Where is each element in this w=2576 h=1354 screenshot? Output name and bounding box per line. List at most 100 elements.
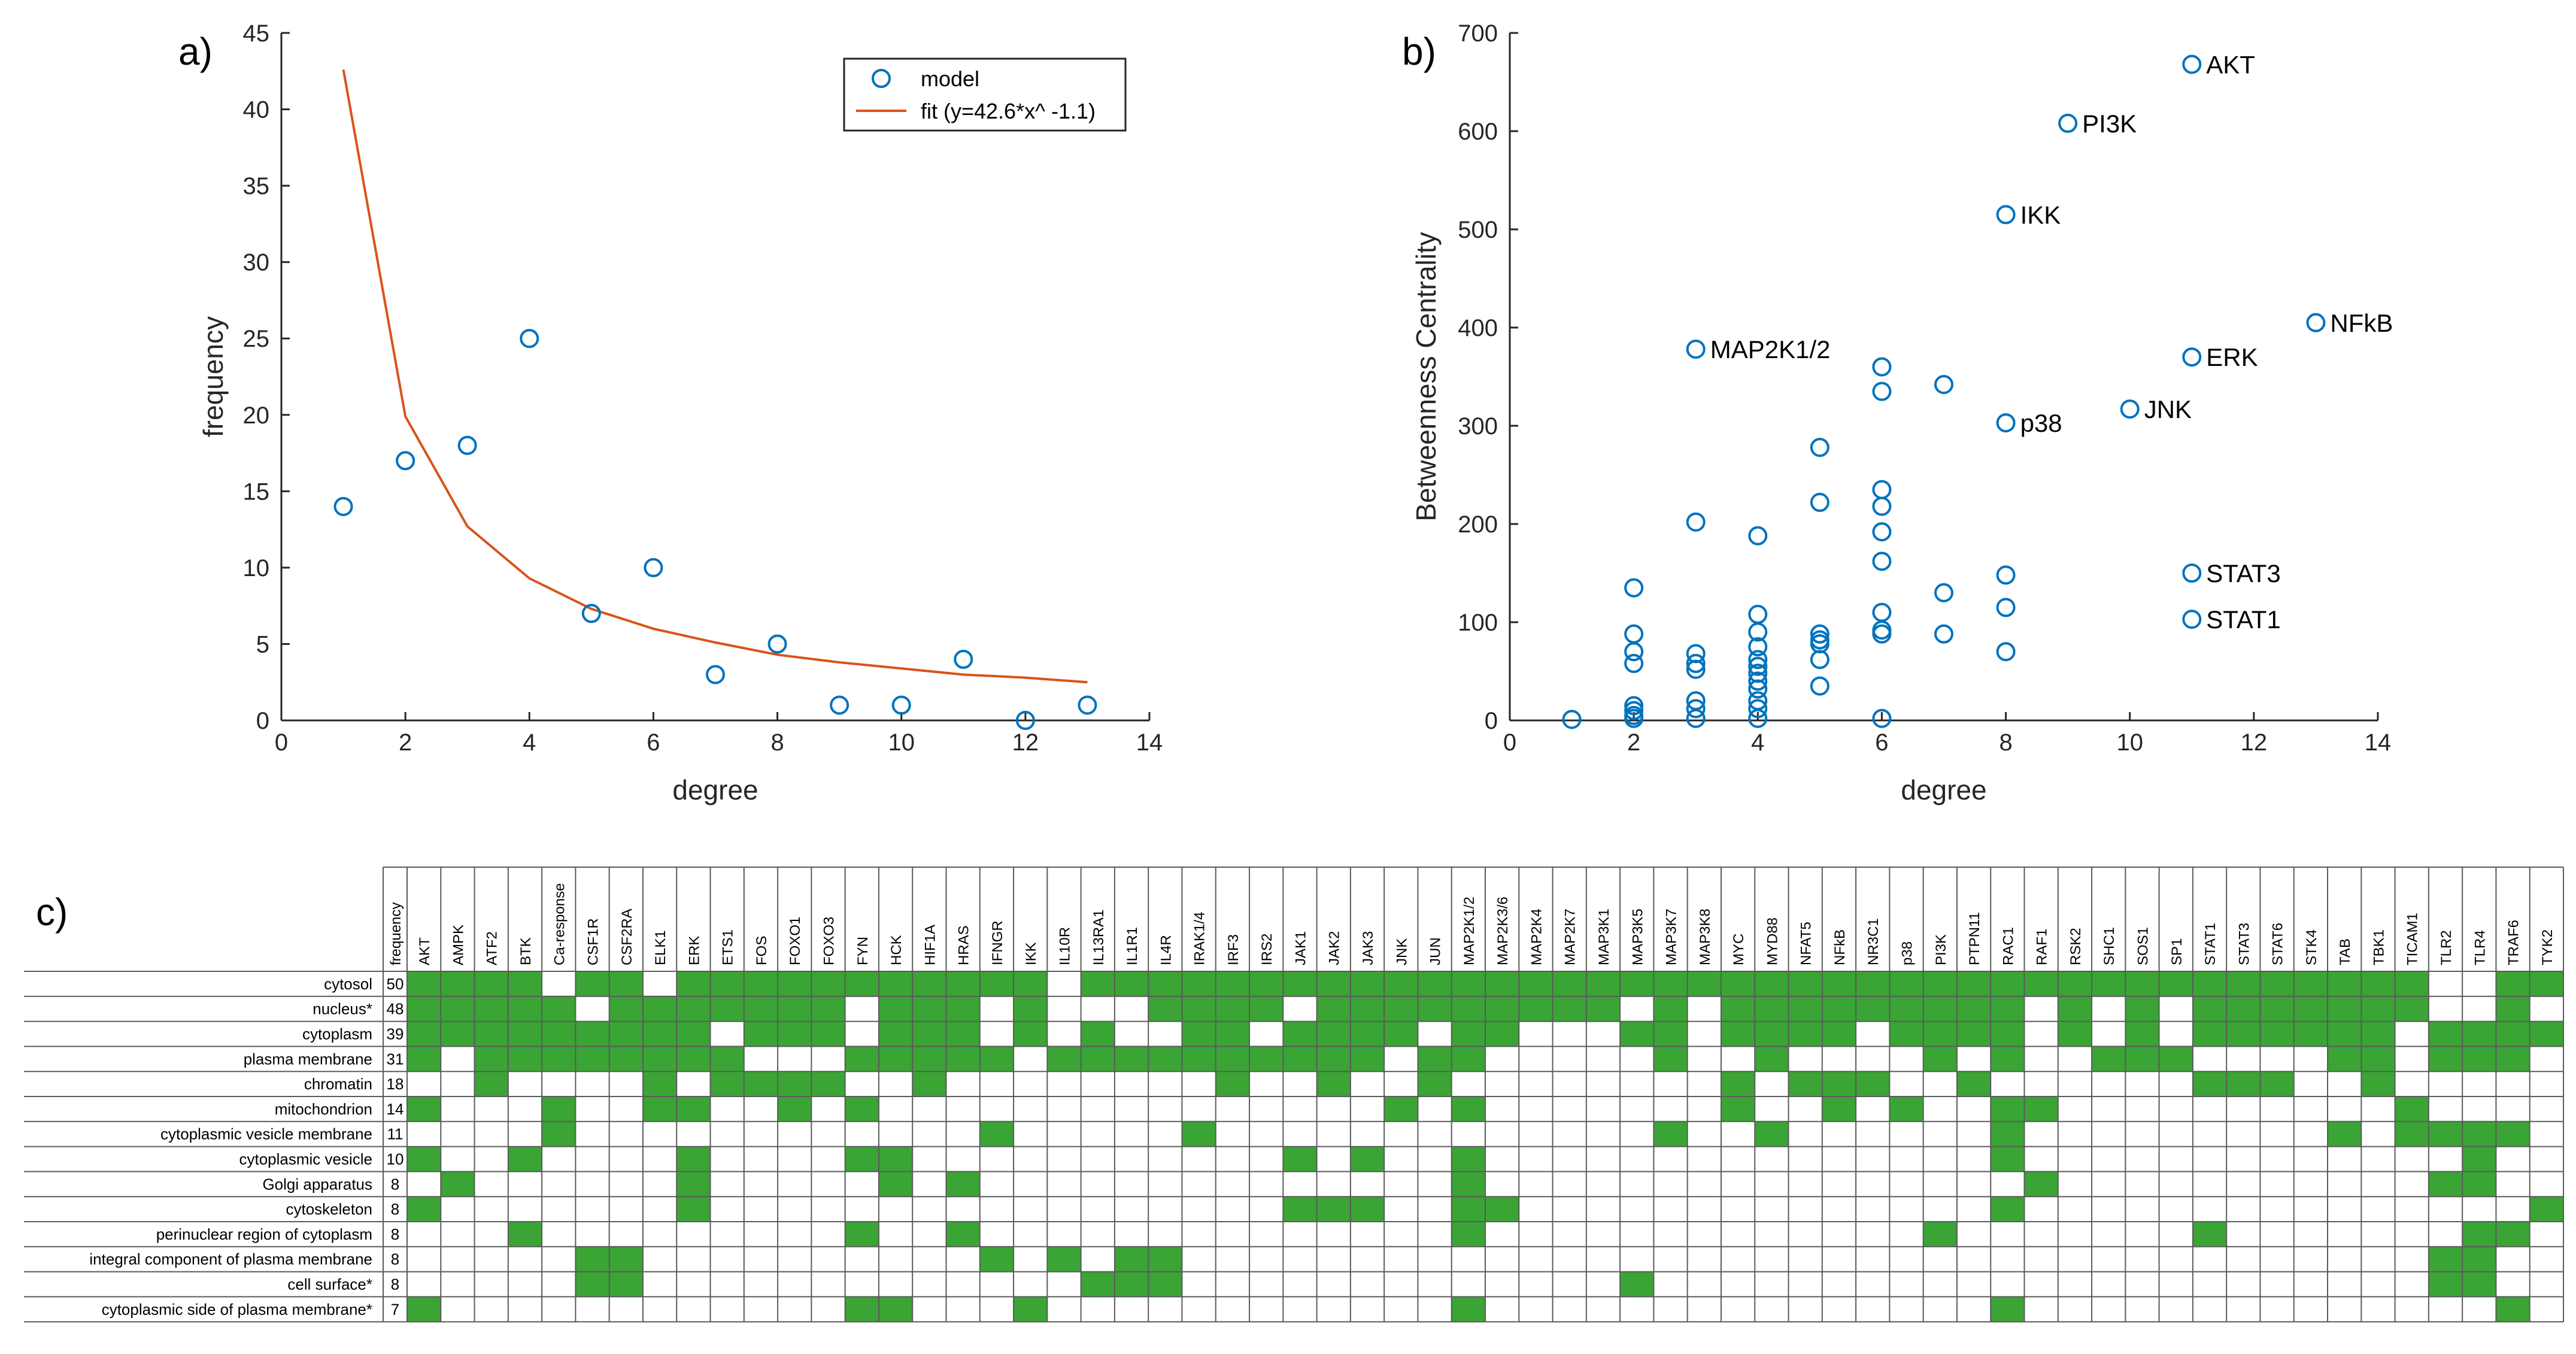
heat-cell-on — [1923, 971, 1957, 996]
heat-cell-on — [1923, 1222, 1957, 1247]
y-tick-label: 0 — [256, 708, 269, 734]
y-tick-label: 0 — [1485, 708, 1498, 734]
betweenness-centrality-chart: b) 0 2 4 6 8 10 12 14 0 100 200 300 400 500 600 700 degre… — [1402, 20, 2393, 805]
column-label: AKT — [417, 937, 433, 965]
heat-cell-on — [1114, 971, 1149, 996]
row-count: 48 — [387, 1000, 404, 1018]
heat-cell-on — [2328, 1121, 2362, 1147]
column-label: JAK1 — [1292, 931, 1309, 965]
y-tick-label: 400 — [1458, 315, 1498, 341]
column-label: IRF3 — [1225, 934, 1242, 965]
column-label: IRS2 — [1259, 934, 1275, 965]
y-axis-title: Betweenness Centrality — [1410, 232, 1442, 521]
heat-cell-on — [407, 971, 441, 996]
column-label: SP1 — [2169, 938, 2185, 965]
labeled-point — [2182, 54, 2202, 74]
heat-cell-on — [1316, 1021, 1351, 1047]
column-label: MAP2K3/6 — [1495, 896, 1511, 965]
heat-cell-on — [878, 1046, 913, 1072]
data-point — [1872, 620, 1892, 640]
heat-cell-on — [1822, 1071, 1856, 1096]
heat-cell-on — [1418, 996, 1452, 1022]
y-tick-label: 600 — [1458, 119, 1498, 145]
heat-cell-on — [474, 1071, 508, 1096]
heat-cell-on — [407, 1297, 441, 1322]
heat-cell-on — [1182, 996, 1216, 1022]
heat-cell-on — [2428, 1271, 2463, 1297]
heat-cell-on — [642, 1096, 677, 1122]
heat-cell-on — [710, 996, 744, 1022]
heat-cell-on — [1451, 1046, 1485, 1072]
heat-cell-on — [2328, 1021, 2362, 1047]
data-point — [1748, 650, 1768, 670]
heat-cell-on — [1991, 1197, 2025, 1222]
model-point — [1015, 711, 1035, 730]
labeled-point — [2058, 113, 2078, 133]
heat-cell-on — [1721, 996, 1755, 1022]
column-label: ATF2 — [484, 931, 500, 965]
column-label: JNK — [1394, 938, 1410, 965]
heat-cell-on — [441, 1171, 475, 1197]
heat-cell-on — [542, 1046, 576, 1072]
heat-cell-on — [811, 1021, 845, 1047]
x-tick-label: 0 — [275, 729, 288, 756]
heat-cell-on — [642, 1071, 677, 1096]
heat-cell-on — [2462, 1021, 2496, 1047]
heat-cell-on — [508, 1222, 542, 1247]
fit-line — [342, 69, 1088, 684]
heat-cell-on — [1215, 1071, 1250, 1096]
heat-cell-on — [1451, 1197, 1485, 1222]
column-label: SHC1 — [2101, 927, 2117, 965]
column-label: TAB — [2337, 938, 2353, 965]
heat-cell-on — [1856, 996, 1890, 1022]
column-label: p38 — [1900, 941, 1916, 965]
heat-cell-on — [1283, 1146, 1317, 1172]
heat-cell-on — [2260, 1071, 2294, 1096]
heat-cell-on — [1384, 996, 1418, 1022]
heat-cell-on — [912, 1021, 946, 1047]
heat-cell-on — [878, 996, 913, 1022]
column-label: MAP3K1 — [1596, 908, 1612, 965]
heat-cell-on — [744, 1021, 778, 1047]
row-count: 50 — [387, 975, 404, 993]
heat-cell-on — [1889, 1096, 1923, 1122]
column-label: Ca-response — [551, 883, 568, 965]
heat-cell-on — [1283, 1021, 1317, 1047]
row-label: mitochondrion — [275, 1100, 372, 1118]
data-point — [1686, 653, 1706, 673]
heat-cell-on — [1653, 1021, 1688, 1047]
heat-cell-on — [878, 1171, 913, 1197]
column-label: TBK1 — [2371, 929, 2387, 965]
heat-cell-on — [1316, 1197, 1351, 1222]
heat-cell-on — [2260, 971, 2294, 996]
data-point — [1686, 708, 1706, 728]
heat-cell-on — [2395, 971, 2429, 996]
heat-cell-on — [2496, 1046, 2530, 1072]
heat-cell-on — [1755, 1021, 1789, 1047]
heat-cell-on — [2529, 971, 2563, 996]
data-point — [1624, 696, 1644, 716]
heat-cell-on — [2159, 971, 2193, 996]
heat-cell-on — [474, 1046, 508, 1072]
heat-cell-on — [2496, 971, 2530, 996]
y-tick-label: 30 — [243, 250, 270, 276]
heat-cell-on — [1721, 971, 1755, 996]
heat-cell-on — [1215, 1046, 1250, 1072]
heat-cell-on — [676, 1146, 711, 1172]
heat-cell-on — [1755, 1046, 1789, 1072]
heat-cell-on — [1081, 1271, 1115, 1297]
heat-cell-on — [845, 1297, 879, 1322]
heat-cell-on — [2462, 1146, 2496, 1172]
heat-cell-on — [676, 1171, 711, 1197]
heat-cell-on — [1687, 971, 1721, 996]
data-point — [1872, 357, 1892, 377]
heat-cell-on — [2496, 1121, 2530, 1147]
heat-cell-on — [1451, 1222, 1485, 1247]
heat-cell-on — [2361, 971, 2395, 996]
model-point — [767, 634, 787, 654]
data-point — [1624, 578, 1644, 598]
column-label: IL4R — [1158, 935, 1174, 965]
heat-cell-on — [1418, 1071, 1452, 1096]
heat-cell-on — [778, 996, 812, 1022]
